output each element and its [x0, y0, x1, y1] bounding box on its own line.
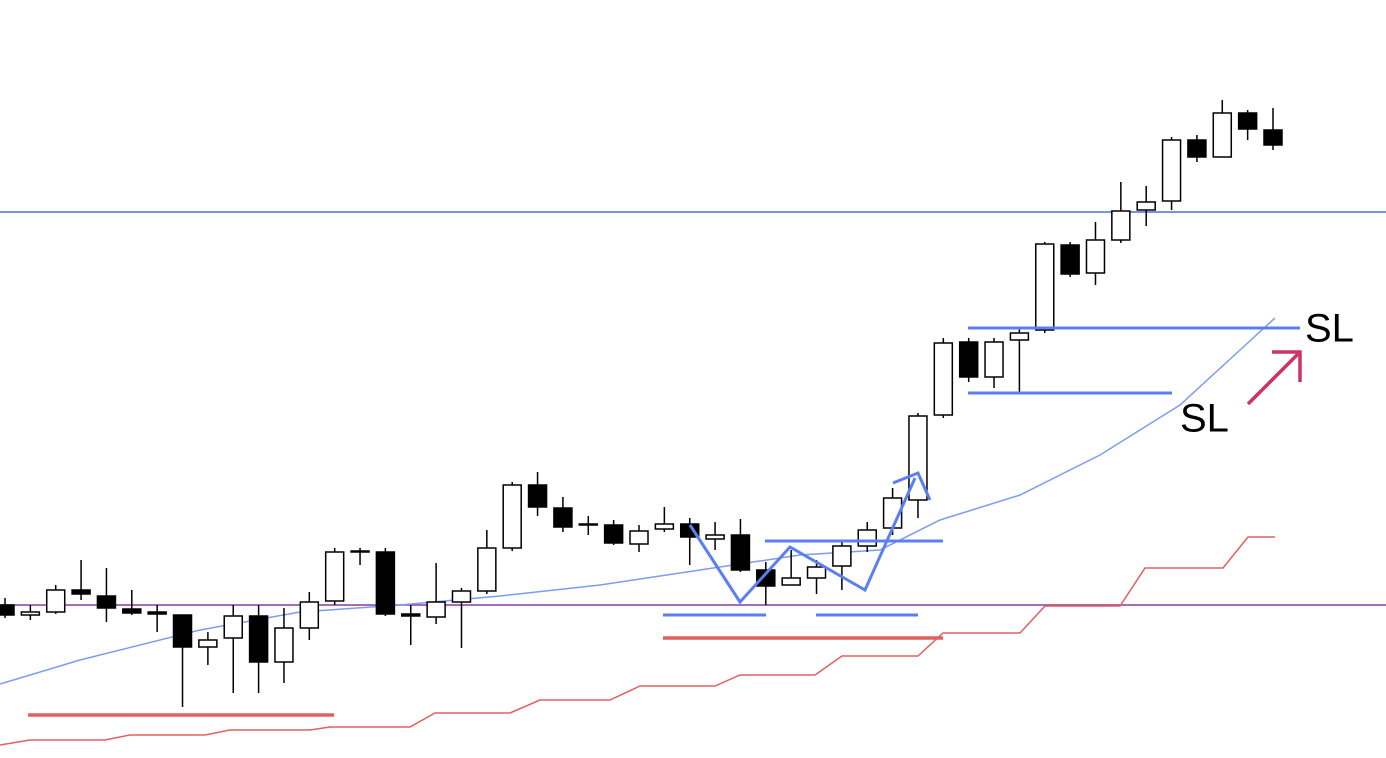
step-line [0, 536, 1275, 746]
candle-body [71, 589, 91, 595]
arrow-shaft [1246, 352, 1300, 406]
candle-body [1035, 243, 1055, 331]
candle-body [654, 523, 675, 530]
candle-body [1187, 139, 1207, 158]
candle-body [324, 551, 345, 602]
candle-body [0, 604, 15, 616]
candle-body [1009, 332, 1030, 341]
drawings [663, 326, 1300, 617]
candle-body [578, 523, 599, 526]
arrow-head [892, 471, 932, 501]
arrow-head [1272, 350, 1302, 382]
candle-body [756, 569, 776, 587]
candle-body [603, 524, 624, 544]
candle-body [45, 589, 66, 613]
candle-body [299, 601, 320, 629]
candle-body [451, 590, 472, 603]
w-pattern [688, 477, 917, 605]
candle-body [1060, 244, 1080, 275]
candle-body [1237, 112, 1258, 130]
candle-body [984, 341, 1004, 378]
candle-body [248, 615, 269, 663]
candle-body [122, 608, 142, 614]
candle-body [857, 529, 877, 547]
candle-body [958, 341, 979, 378]
candle-body [806, 566, 827, 579]
candle-body [1212, 112, 1233, 158]
candle-body [401, 613, 421, 617]
candle-body [1263, 129, 1283, 146]
annotation: SL [1305, 307, 1354, 351]
candle-body [147, 611, 167, 615]
candle-body [502, 484, 522, 549]
candle-body [832, 545, 852, 567]
candle-body [1111, 210, 1131, 241]
candle-body [527, 484, 548, 508]
candle-body [426, 601, 446, 618]
candle-body [172, 614, 193, 648]
candle-body [933, 342, 954, 416]
candle-body [477, 547, 497, 592]
candles [0, 100, 1283, 707]
candle-body [350, 550, 370, 553]
candle-body [223, 615, 243, 639]
red-lines [28, 636, 943, 717]
candle-body [1085, 239, 1106, 274]
candle-body [96, 595, 117, 609]
candle-body [1161, 139, 1182, 202]
red-arrow [1246, 350, 1302, 406]
candle-body [20, 611, 41, 616]
annotation: SL [1180, 397, 1229, 441]
candle-body [781, 577, 801, 586]
candle-body [705, 534, 725, 540]
candle-body [730, 534, 751, 571]
candle-body [553, 507, 573, 528]
candle-body [375, 551, 396, 615]
candle-body [274, 627, 294, 663]
candle-body [1136, 201, 1156, 211]
candle-body [629, 530, 649, 545]
candle-body [198, 639, 218, 648]
